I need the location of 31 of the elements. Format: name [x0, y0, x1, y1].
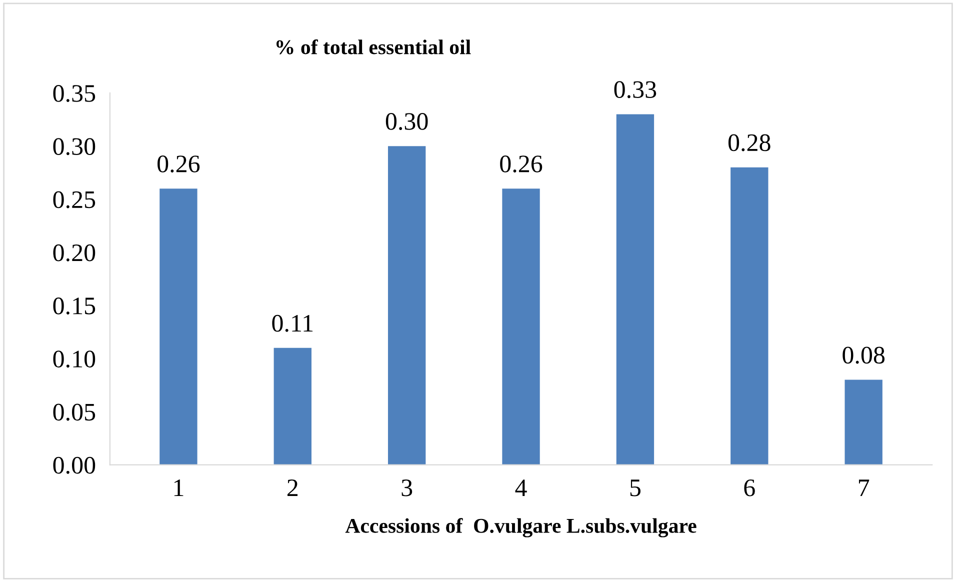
x-tick-label: 7 — [858, 480, 870, 496]
data-label: 0.30 — [386, 113, 428, 130]
y-tick-label: 0.35 — [53, 85, 96, 102]
data-label: 0.08 — [842, 346, 885, 364]
data-label: 0.26 — [158, 156, 200, 172]
y-tick-label: 0.10 — [53, 350, 96, 368]
x-axis-title: Accessions of O.vulgare L.subs.vulgare — [345, 518, 696, 538]
data-label: 0.28 — [728, 134, 770, 152]
y-tick-label: 0.05 — [53, 404, 96, 421]
y-tick-label: 0.20 — [53, 244, 96, 262]
data-label: 0.26 — [500, 156, 542, 172]
y-tick-label: 0.15 — [53, 297, 96, 314]
x-tick-label: 2 — [287, 479, 298, 496]
bar — [730, 167, 768, 465]
y-tick-label: 0.30 — [53, 138, 96, 156]
x-tick-label: 1 — [174, 480, 184, 496]
bar — [160, 188, 198, 465]
x-tick-label: 5 — [630, 480, 640, 496]
x-tick-label: 6 — [744, 479, 755, 496]
bar — [844, 380, 882, 465]
bar — [616, 114, 654, 465]
data-label: 0.11 — [272, 314, 313, 332]
bar — [388, 146, 426, 465]
x-tick-label: 4 — [515, 480, 527, 496]
bar — [502, 188, 540, 465]
chart-title: % of total essential oil — [276, 39, 471, 54]
y-tick-label: 0.00 — [53, 456, 96, 474]
x-tick-label: 3 — [402, 479, 412, 496]
y-tick-label: 0.25 — [53, 191, 96, 208]
data-label: 0.33 — [614, 81, 656, 98]
bar — [274, 348, 312, 465]
